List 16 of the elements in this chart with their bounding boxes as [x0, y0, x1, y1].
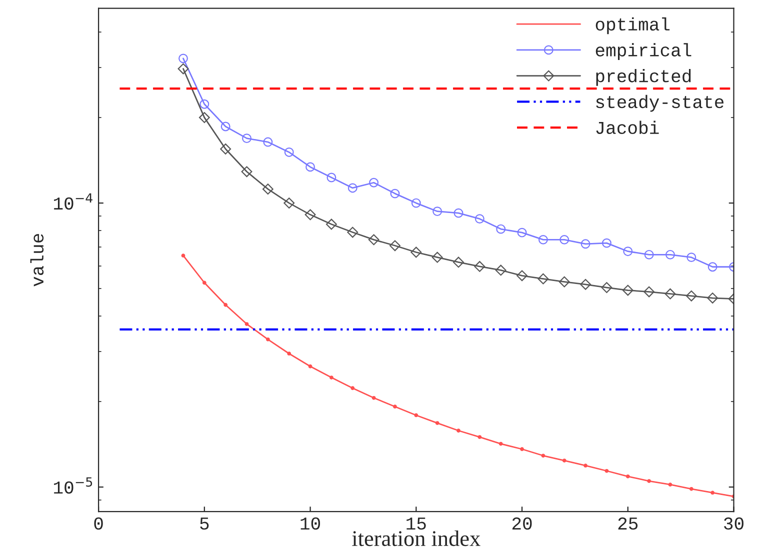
y-axis-title: value	[30, 234, 44, 286]
x-tick-label: 15	[406, 518, 426, 530]
legend-label: steady-state	[596, 94, 724, 112]
x-axis-title: iteration index	[352, 530, 480, 546]
legend-label: empirical	[596, 43, 692, 60]
legend-label: predicted	[596, 69, 691, 86]
x-tick-label: 20	[512, 517, 532, 530]
legend-label: Jacobi	[596, 120, 659, 134]
legend-label: optimal	[596, 17, 670, 34]
x-tick-label: 5	[200, 518, 209, 530]
x-tick-label: 10	[300, 517, 320, 530]
x-tick-label: 0	[94, 517, 103, 530]
x-tick-label: 30	[724, 517, 744, 530]
y-tick-label: 10$^{−4}$	[54, 193, 92, 210]
x-tick-label: 25	[618, 517, 638, 530]
y-tick-label: 10$^{−5}$	[54, 477, 92, 494]
